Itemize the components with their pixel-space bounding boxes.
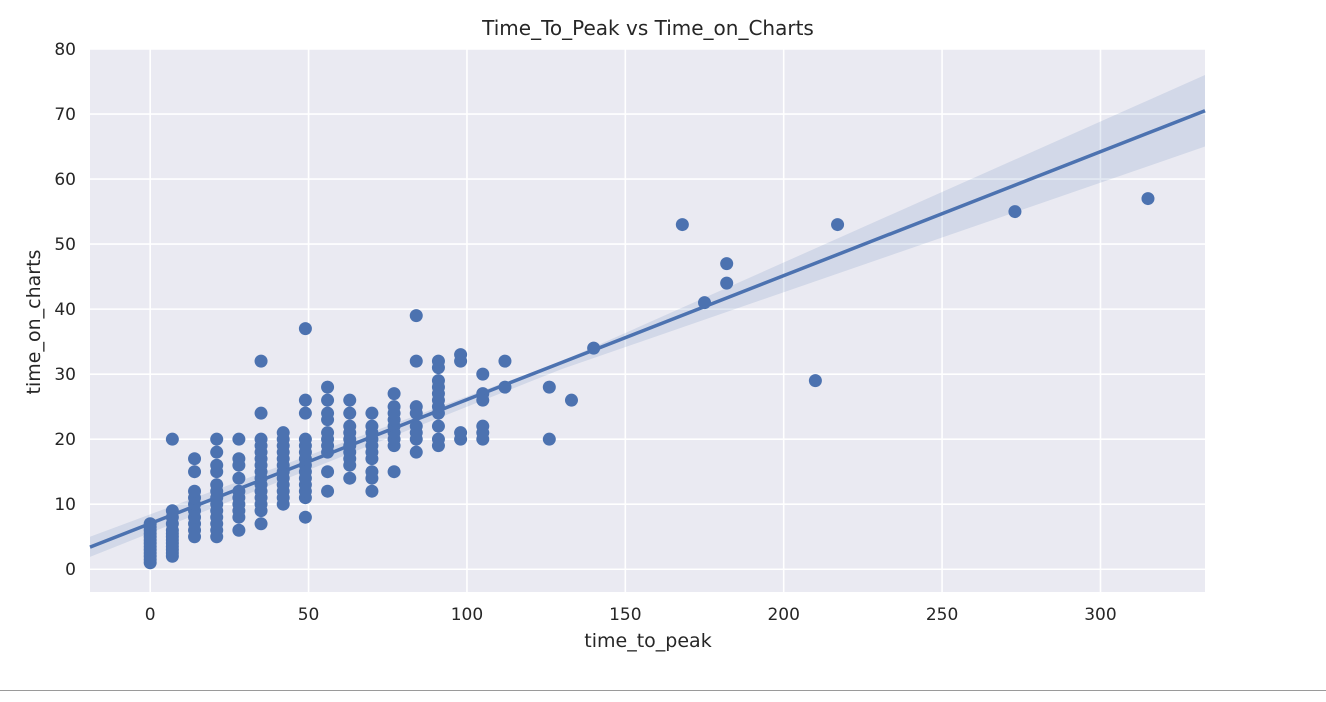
data-point [1141,192,1155,206]
data-point [409,309,423,323]
data-point [321,484,335,498]
grid-lines [90,48,1205,592]
y-tick-label: 30 [54,365,76,385]
y-tick-label: 50 [54,235,76,255]
data-point [210,432,224,446]
data-point [232,452,246,466]
data-point [542,432,556,446]
data-point [831,218,845,232]
data-point [254,406,268,420]
y-tick-label: 0 [65,560,76,580]
regression-line-path [89,109,1206,549]
data-point [343,471,357,485]
data-point [720,257,734,271]
x-tick-label: 250 [926,605,958,625]
data-point [431,419,445,433]
data-point [808,374,822,388]
x-tick-label: 200 [767,605,799,625]
y-tick-label: 20 [54,430,76,450]
data-point [321,406,335,420]
data-point [542,380,556,394]
data-point [298,432,312,446]
y-axis-label: time_on_charts [23,250,45,395]
data-point [232,432,246,446]
y-tick-label: 60 [54,170,76,190]
x-tick-label: 100 [451,605,483,625]
data-point [321,393,335,407]
data-point [210,458,224,472]
data-point [365,406,379,420]
plot-area [90,49,1205,592]
data-point [476,419,490,433]
regression-line [89,109,1206,549]
y-tick-labels: 0 10 20 30 40 50 60 70 80 [54,40,76,580]
data-point [387,465,401,479]
x-tick-label: 300 [1084,605,1116,625]
data-point [254,432,268,446]
data-point [476,367,490,381]
data-point [165,432,179,446]
data-point [409,445,423,459]
data-point [321,426,335,440]
y-tick-label: 10 [54,495,76,515]
data-point [365,419,379,433]
data-point [409,419,423,433]
data-point [210,478,224,492]
data-point [298,510,312,524]
data-point [210,445,224,459]
data-point [321,465,335,479]
data-point [298,393,312,407]
chart-title: Time_To_Peak vs Time_on_Charts [481,16,814,40]
data-point [188,465,202,479]
data-point [188,484,202,498]
data-point [232,471,246,485]
x-tick-label: 0 [145,605,156,625]
data-point [232,523,246,537]
data-point [298,322,312,336]
x-tick-label: 50 [298,605,320,625]
x-axis-label: time_to_peak [584,630,711,652]
data-point [1008,205,1022,219]
data-point [321,380,335,394]
data-point [431,432,445,446]
data-point [343,419,357,433]
x-tick-labels: 0 50 100 150 200 250 300 [145,605,1117,625]
y-tick-label: 70 [54,105,76,125]
data-point [254,517,268,531]
data-point [498,354,512,368]
data-points [143,192,1155,570]
data-point [454,426,468,440]
data-point [454,348,468,362]
data-point [431,354,445,368]
data-point [675,218,689,232]
data-point [409,354,423,368]
data-point [720,276,734,290]
output-divider [0,690,1326,691]
data-point [387,400,401,414]
y-tick-label: 40 [54,300,76,320]
data-point [343,393,357,407]
data-point [365,465,379,479]
data-point [254,354,268,368]
data-point [298,406,312,420]
data-point [387,387,401,401]
data-point [409,400,423,414]
data-point [365,484,379,498]
x-tick-label: 150 [609,605,641,625]
data-point [564,393,578,407]
data-point [276,426,290,440]
y-tick-label: 80 [54,40,76,60]
data-point [188,452,202,466]
data-point [343,406,357,420]
data-point [431,374,445,388]
